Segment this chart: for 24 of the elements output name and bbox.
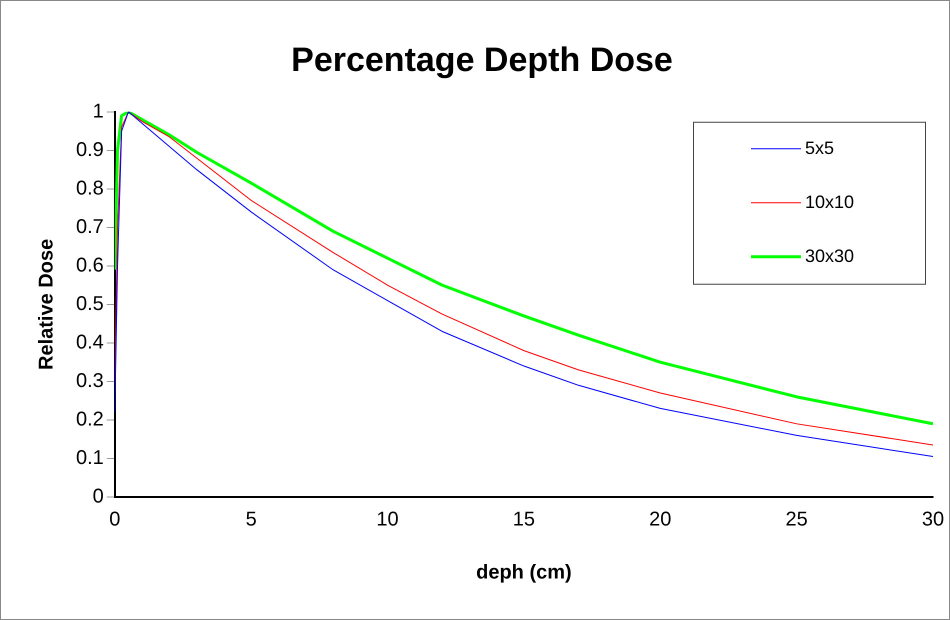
y-tick-label: 0.9 (76, 138, 104, 161)
y-tick-label: 0 (92, 486, 104, 508)
x-tick-label: 20 (649, 508, 672, 531)
x-tick-label: 10 (376, 508, 399, 531)
legend-label: 10x10 (805, 192, 854, 212)
legend-label: 30x30 (805, 246, 854, 266)
x-axis-title: deph (cm) (476, 562, 572, 584)
legend-label: 5x5 (805, 138, 834, 158)
x-tick-label: 0 (109, 508, 120, 531)
x-tick-label: 30 (922, 508, 944, 531)
y-tick-label: 0.7 (76, 216, 104, 238)
chart-title: Percentage Depth Dose (291, 40, 673, 79)
y-tick-label: 0.1 (76, 446, 104, 469)
y-tick-label: 0.8 (76, 177, 104, 200)
y-tick-label: 0.6 (76, 254, 104, 276)
x-tick-label: 25 (786, 508, 808, 531)
y-tick-label: 1 (92, 100, 104, 122)
y-tick-label: 0.3 (76, 370, 104, 392)
y-tick-label: 0.4 (76, 331, 104, 354)
y-tick-label: 0.5 (76, 292, 104, 315)
y-axis-title: Relative Dose (36, 238, 58, 370)
x-tick-label: 5 (246, 508, 257, 531)
x-tick-label: 15 (512, 508, 536, 531)
y-tick-label: 0.2 (76, 408, 104, 430)
